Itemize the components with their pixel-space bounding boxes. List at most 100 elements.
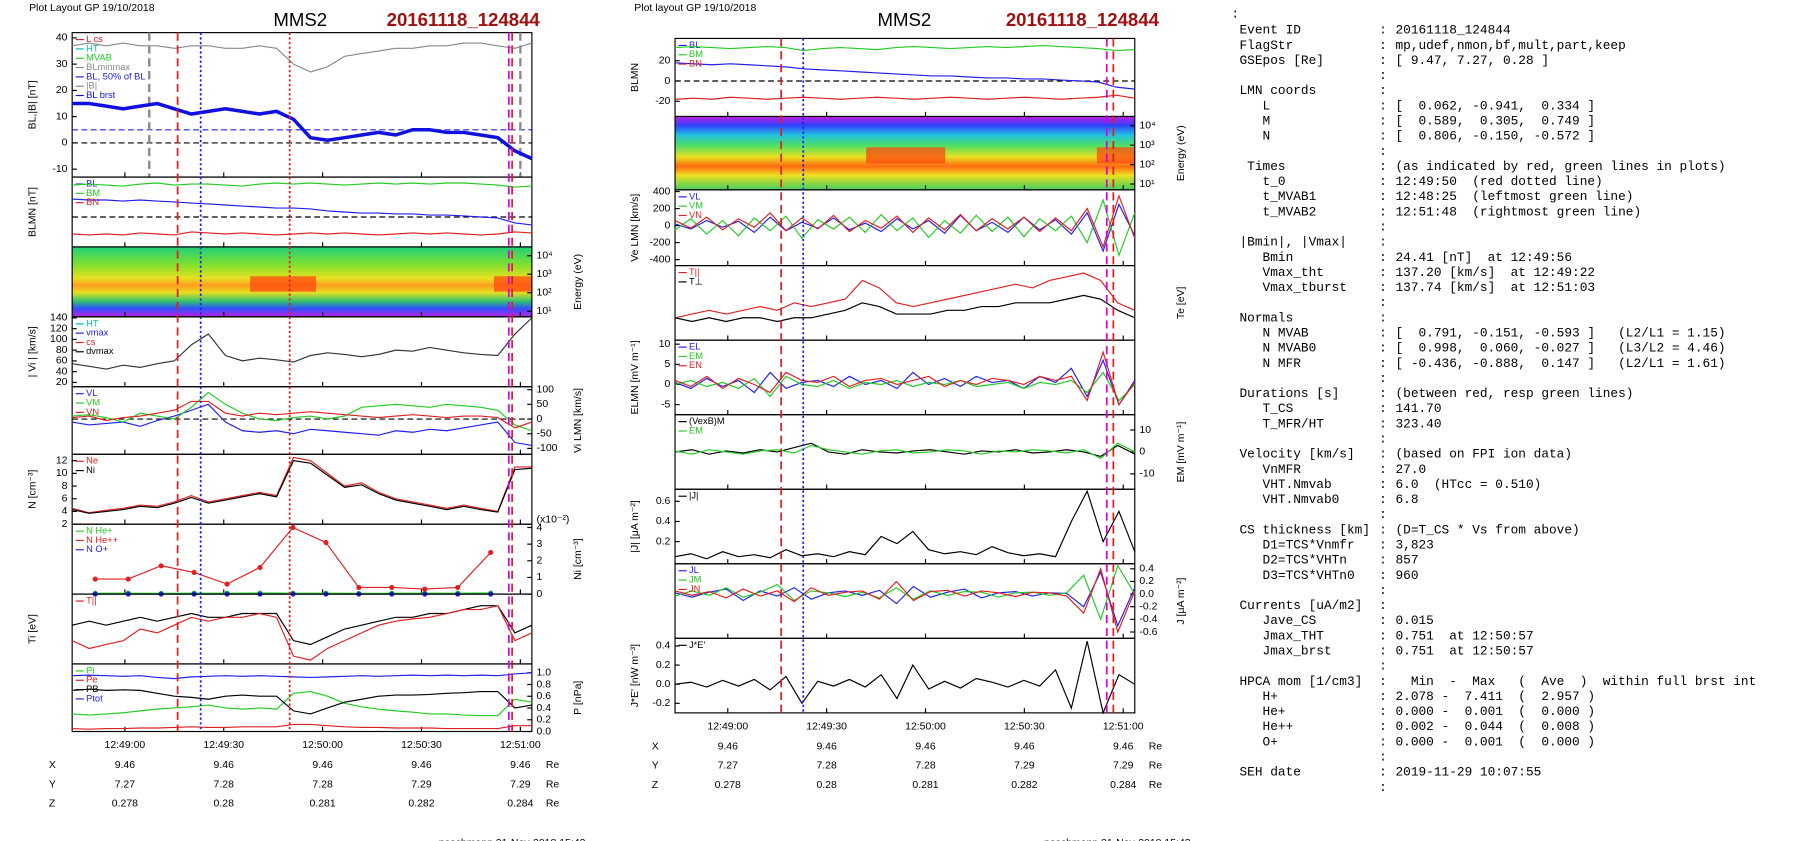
info-separator: : [1379,674,1387,689]
orbit-value: 7.28 [816,761,837,772]
legend-label: BM [86,188,100,198]
plot-footer: paschmann 21-Nov-2018 15:43 [439,838,586,841]
panel-frame [674,37,1136,118]
info-value: [ 0.998, 0.060, -0.027 ] (L3/L2 = 4.46) [1395,341,1725,356]
info-value: [ 0.589, 0.305, 0.749 ] [1395,114,1595,129]
y-axis-label: Ti [eV] [27,614,38,644]
plot-footer: paschmann 21-Nov-2018 15:43 [1044,838,1191,841]
info-value: 137.20 [km/s] at 12:49:22 [1395,265,1595,280]
info-separator: : [1379,295,1387,310]
data-point [323,539,329,546]
info-value: 20161118_124844 [1395,23,1510,38]
y-tick-label: 80 [56,345,68,356]
info-separator: : [1379,598,1387,613]
panel-frame [71,453,533,525]
info-label: L [1240,98,1271,113]
y-tick-label: 0 [665,76,671,87]
info-value: (based on FPI ion data) [1395,447,1572,462]
info-label: FlagStr [1240,38,1294,53]
info-separator: : [1379,159,1387,174]
info-label: LMN coords [1240,83,1317,98]
y-tick-label: 140 [50,313,68,324]
info-separator: : [1379,750,1387,765]
orbit-value: 9.46 [915,741,936,752]
legend-label: VL [689,191,700,201]
y-tick-label: 10² [537,288,553,299]
y-tick-label: 0.2 [537,715,552,726]
info-value: 0.751 at 12:50:57 [1395,644,1533,659]
y-tick-label: -0.4 [1139,614,1157,625]
info-separator: : [1379,613,1387,628]
info-separator: : [1379,68,1387,83]
y-tick-label: 10⁴ [1139,121,1155,132]
y-axis-label: Ve LMN [km/s] [630,194,641,262]
legend-label: BL [689,40,700,50]
info-value: 6.0 (HTcc = 0.510) [1395,477,1541,492]
info-label: Jmax_brst [1240,644,1332,659]
info-separator: : [1379,659,1387,674]
info-separator: : [1379,719,1387,734]
legend-label: VM [86,397,100,407]
data-point [125,576,131,582]
series-line [72,688,532,715]
info-value: 12:49:50 (red dotted line) [1395,174,1602,189]
panel-frame [71,316,533,388]
info-value: (as indicated by red, green lines in plo… [1395,159,1725,174]
info-value: 12:48:25 (leftmost green line) [1395,189,1633,204]
y-tick-label: -50 [537,428,552,439]
y-tick-label: 0 [537,414,543,425]
y-axis-label: |J| [μA m⁻²] [630,500,641,553]
y-tick-label: -400 [649,254,670,265]
y-tick-label: -0.2 [652,698,670,709]
series-line [674,194,1136,249]
info-label: H+ [1240,689,1278,704]
info-separator: : [1379,23,1387,38]
info-separator: : [1379,356,1387,371]
series-line [72,198,532,226]
legend-label: PB [86,684,98,694]
legend-label: BM [689,49,703,59]
data-point [191,569,197,575]
info-value: 12:51:48 (rightmost green line) [1395,204,1641,219]
data-point [257,564,263,570]
series-line [674,350,1136,406]
info-label: Jave_CS [1240,613,1317,628]
y-tick-label: 5 [665,359,671,370]
info-label: Times [1240,159,1286,174]
orbit-value: 0.281 [310,798,336,809]
data-point [422,586,428,592]
y-tick-label: -10 [52,164,67,175]
legend-label: BLminmax [86,62,130,72]
info-value: 141.70 [1395,401,1441,416]
x-tick-label: 12:49:30 [203,740,244,751]
info-separator: : [1379,553,1387,568]
legend-label: Ne [86,456,98,466]
orbit-value: 0.278 [112,798,138,809]
y-axis-label: ELMN [mV m⁻¹] [630,340,641,414]
info-separator: : [1379,250,1387,265]
info-separator: : [1379,204,1387,219]
y-tick-label: 10² [1139,159,1155,170]
info-label: HPCA mom [1/cm3] [1240,674,1363,689]
orbit-value: 0.281 [912,780,938,791]
y-axis-label: N [cm⁻³] [27,470,38,509]
y-tick-label: 4 [62,506,68,517]
orbit-label: X [49,760,56,771]
info-value: (D=T_CS * Vs from above) [1395,522,1579,537]
series-line [72,400,533,429]
info-separator: : [1379,341,1387,356]
y-tick-label: 10¹ [537,306,553,317]
info-value: 0.751 at 12:50:57 [1395,628,1533,643]
spectrogram-hotspot [1096,147,1135,164]
y-tick-label: 2 [537,556,543,567]
y-tick-label: 10³ [1139,140,1155,151]
info-label: Currents [uA/m2] [1240,598,1363,613]
info-label: T_MFR/HT [1240,416,1325,431]
y-axis-label: Vi LMN [km/s] [573,388,584,453]
spectrogram-hotspot [866,147,946,164]
info-separator: : [1379,38,1387,53]
legend-label: T|| [689,267,700,277]
y-tick-label: 10 [1139,425,1151,436]
legend-label: |J| [689,491,698,501]
